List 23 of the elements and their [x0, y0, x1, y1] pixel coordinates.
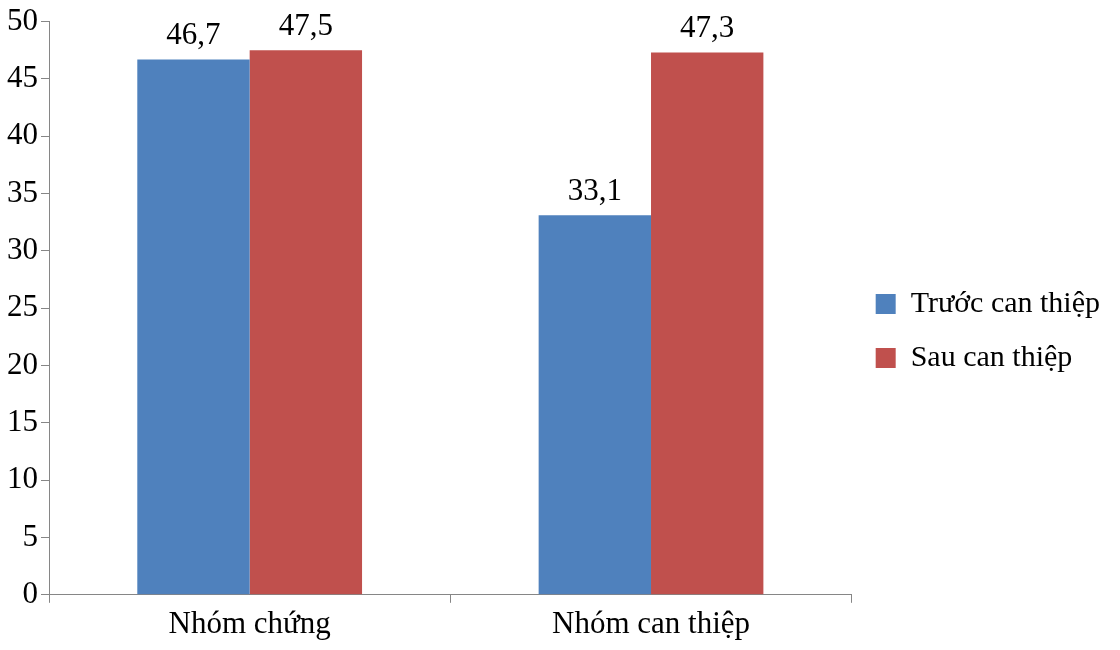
- y-tick-label: 5: [22, 517, 38, 553]
- data-label: 33,1: [567, 171, 622, 207]
- y-tick-label: 35: [7, 173, 38, 209]
- x-tick-label: Nhóm chứng: [168, 604, 331, 640]
- data-label: 47,5: [278, 6, 333, 42]
- y-tick-label: 20: [7, 345, 38, 381]
- y-tick-label: 40: [7, 116, 38, 152]
- x-tick-label: Nhóm can thiệp: [552, 604, 751, 640]
- legend-label: Trước can thiệp: [910, 284, 1101, 318]
- y-tick-label: 0: [22, 574, 38, 610]
- bar: [538, 215, 652, 595]
- bar: [651, 52, 764, 595]
- data-label: 47,3: [680, 9, 735, 45]
- data-label: 46,7: [166, 16, 221, 52]
- y-tick-label: 30: [7, 231, 38, 267]
- y-tick-label: 45: [7, 59, 38, 95]
- y-tick-label: 25: [7, 288, 38, 324]
- legend-label: Sau can thiệp: [910, 338, 1073, 372]
- y-tick-label: 10: [7, 460, 38, 496]
- y-tick-label: 50: [7, 1, 38, 37]
- bar: [249, 50, 363, 595]
- bar: [137, 59, 250, 595]
- y-tick-label: 15: [7, 402, 38, 438]
